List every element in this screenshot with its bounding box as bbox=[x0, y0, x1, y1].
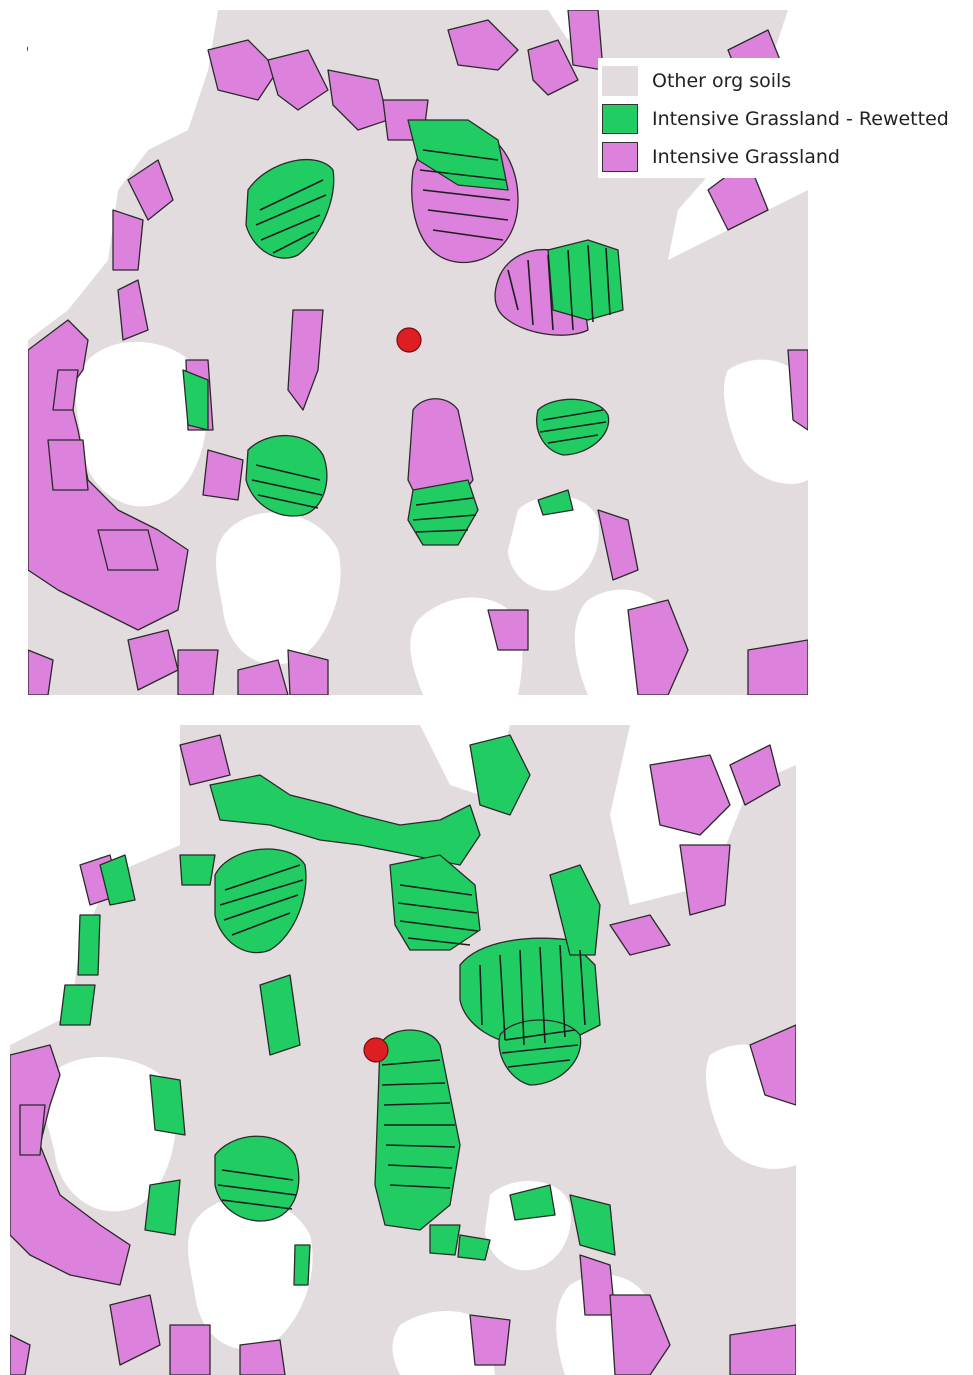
rewetted-grassland-parcels bbox=[59, 734, 616, 1286]
legend-item-intensive-grassland: Intensive Grassland bbox=[602, 138, 949, 176]
legend-swatch-other-org-soils bbox=[602, 66, 638, 96]
intensive-grassland-parcels bbox=[10, 734, 796, 1375]
mineral-soil-area bbox=[392, 1311, 495, 1375]
parcel-boundaries bbox=[251, 149, 611, 533]
mineral-soil-area bbox=[28, 10, 218, 340]
legend-label: Other org soils bbox=[652, 70, 792, 92]
legend-item-rewetted: Intensive Grassland - Rewetted bbox=[602, 100, 949, 138]
mineral-soil-area bbox=[216, 512, 341, 665]
parcel-boundaries bbox=[217, 864, 586, 1210]
map-legend: Other org soils Intensive Grassland - Re… bbox=[598, 58, 953, 178]
legend-swatch-rewetted bbox=[602, 104, 638, 134]
mineral-soil-area bbox=[76, 341, 207, 507]
mineral-soil-area bbox=[43, 1056, 176, 1212]
legend-label: Intensive Grassland - Rewetted bbox=[652, 108, 949, 130]
mineral-soil-area bbox=[188, 1197, 313, 1350]
map-panel-a[interactable] bbox=[28, 10, 808, 695]
mineral-soil-area bbox=[508, 496, 599, 591]
legend-label: Intensive Grassland bbox=[652, 146, 840, 168]
site-marker bbox=[363, 1037, 389, 1063]
map-panel-b[interactable] bbox=[10, 725, 796, 1375]
intensive-grassland-parcels bbox=[28, 10, 808, 695]
legend-swatch-intensive-grassland bbox=[602, 142, 638, 172]
legend-item-other-org-soils: Other org soils bbox=[602, 62, 949, 100]
mineral-soil-area bbox=[723, 359, 808, 484]
site-marker bbox=[396, 327, 422, 353]
